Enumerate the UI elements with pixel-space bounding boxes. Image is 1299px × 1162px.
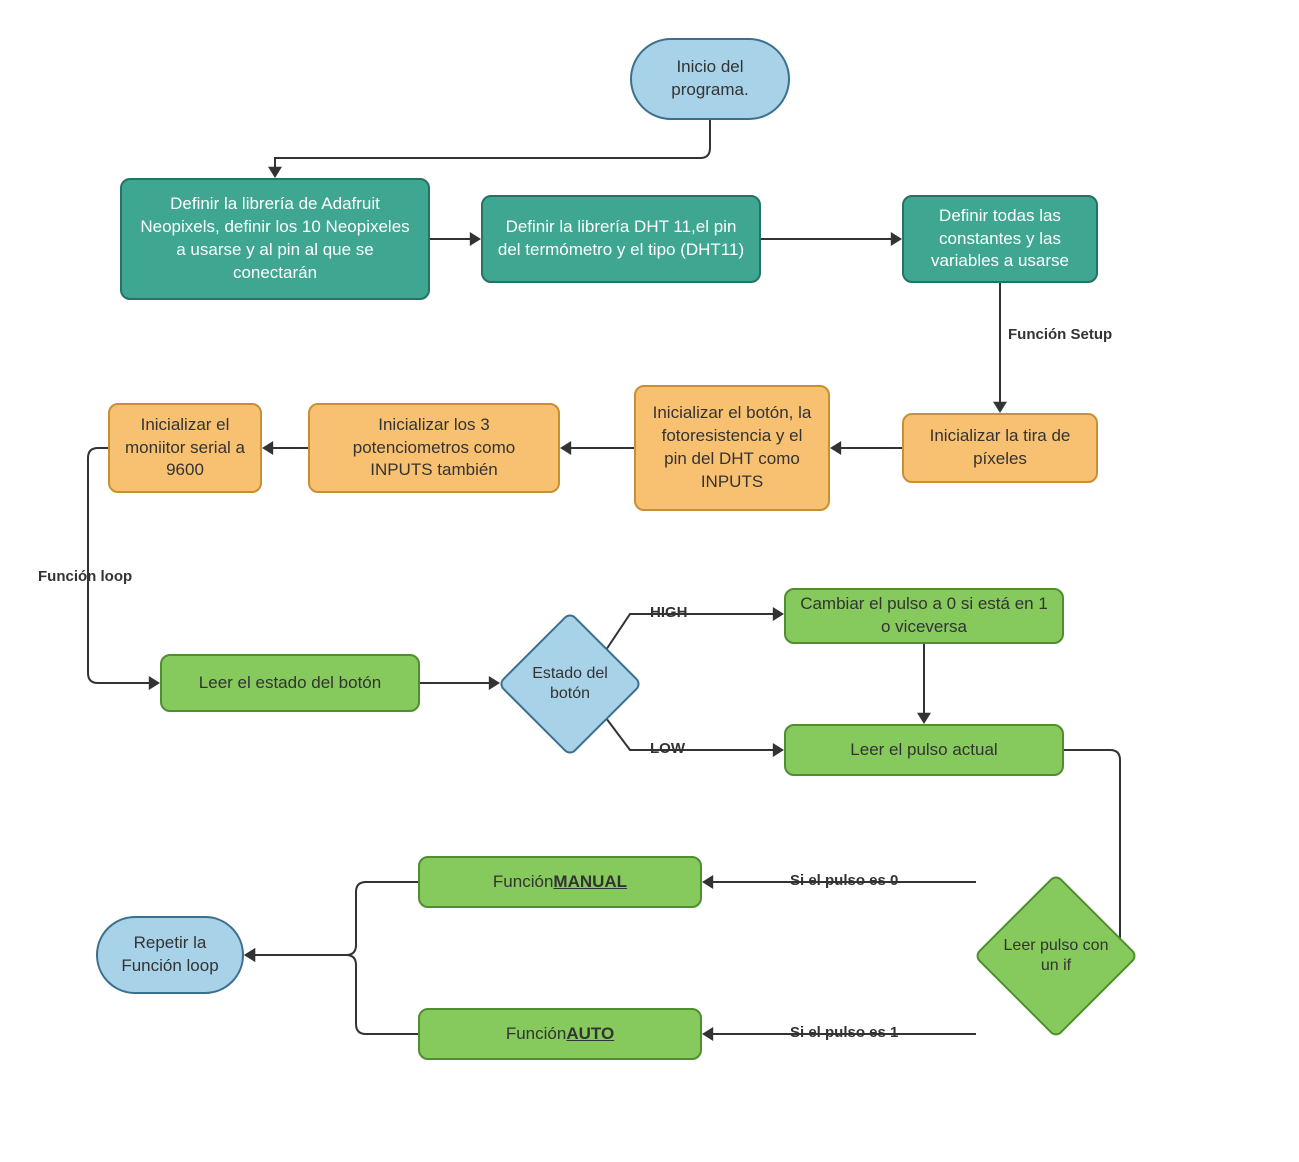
edge-16-arrow: [244, 948, 255, 962]
edge-label-low: LOW: [650, 740, 685, 757]
node-def1: Definir la librería de Adafruit Neopixel…: [120, 178, 430, 300]
node-auto: Función AUTO: [418, 1008, 702, 1060]
edge-label-loop: Función loop: [38, 568, 132, 585]
node-end: Repetir la Función loop: [96, 916, 244, 994]
node-dec2: Leer pulso con un if: [976, 876, 1136, 1036]
edge-3-arrow: [993, 402, 1007, 413]
flowchart-canvas: Inicio del programa. Definir la librería …: [0, 0, 1299, 1162]
edge-4-arrow: [830, 441, 841, 455]
edge-11-arrow: [917, 713, 931, 724]
node-manual-prefix: Función: [493, 871, 553, 894]
edge-label-high: HIGH: [650, 604, 688, 621]
edge-16: [251, 955, 418, 1034]
edge-15: [251, 882, 418, 955]
edge-14-arrow: [702, 1027, 713, 1041]
node-setup2: Inicializar el botón, la fotoresistencia…: [634, 385, 830, 511]
edge-10-arrow: [773, 743, 784, 757]
edge-8-arrow: [489, 676, 500, 690]
node-setup1: Inicializar la tira de píxeles: [902, 413, 1098, 483]
node-manual: Función MANUAL: [418, 856, 702, 908]
edge-0: [275, 120, 710, 172]
edge-label-pulse0: Si el pulso es 0: [790, 872, 898, 889]
node-auto-underlined: AUTO: [566, 1023, 614, 1046]
edge-6-arrow: [262, 441, 273, 455]
node-loop2: Cambiar el pulso a 0 si está en 1 o vice…: [784, 588, 1064, 644]
edge-13-arrow: [702, 875, 713, 889]
edge-5-arrow: [560, 441, 571, 455]
node-start: Inicio del programa.: [630, 38, 790, 120]
node-def3: Definir todas las constantes y las varia…: [902, 195, 1098, 283]
edge-7-arrow: [149, 676, 160, 690]
node-setup3: Inicializar los 3 potenciometros como IN…: [308, 403, 560, 493]
node-loop1: Leer el estado del botón: [160, 654, 420, 712]
edge-2-arrow: [891, 232, 902, 246]
edge-15-arrow: [244, 948, 255, 962]
node-dec1-label: Estado del botón: [515, 664, 625, 704]
node-auto-prefix: Función: [506, 1023, 566, 1046]
edge-label-setup: Función Setup: [1008, 326, 1112, 343]
node-loop3: Leer el pulso actual: [784, 724, 1064, 776]
edge-9-arrow: [773, 607, 784, 621]
node-def2: Definir la librería DHT 11,el pin del te…: [481, 195, 761, 283]
edge-label-pulse1: Si el pulso es 1: [790, 1024, 898, 1041]
node-setup4: Inicializar el moniitor serial a 9600: [108, 403, 262, 493]
node-dec1: Estado del botón: [500, 614, 640, 754]
node-dec2-label: Leer pulso con un if: [1001, 936, 1111, 976]
edge-1-arrow: [470, 232, 481, 246]
node-manual-underlined: MANUAL: [553, 871, 627, 894]
edge-0-arrow: [268, 167, 282, 178]
